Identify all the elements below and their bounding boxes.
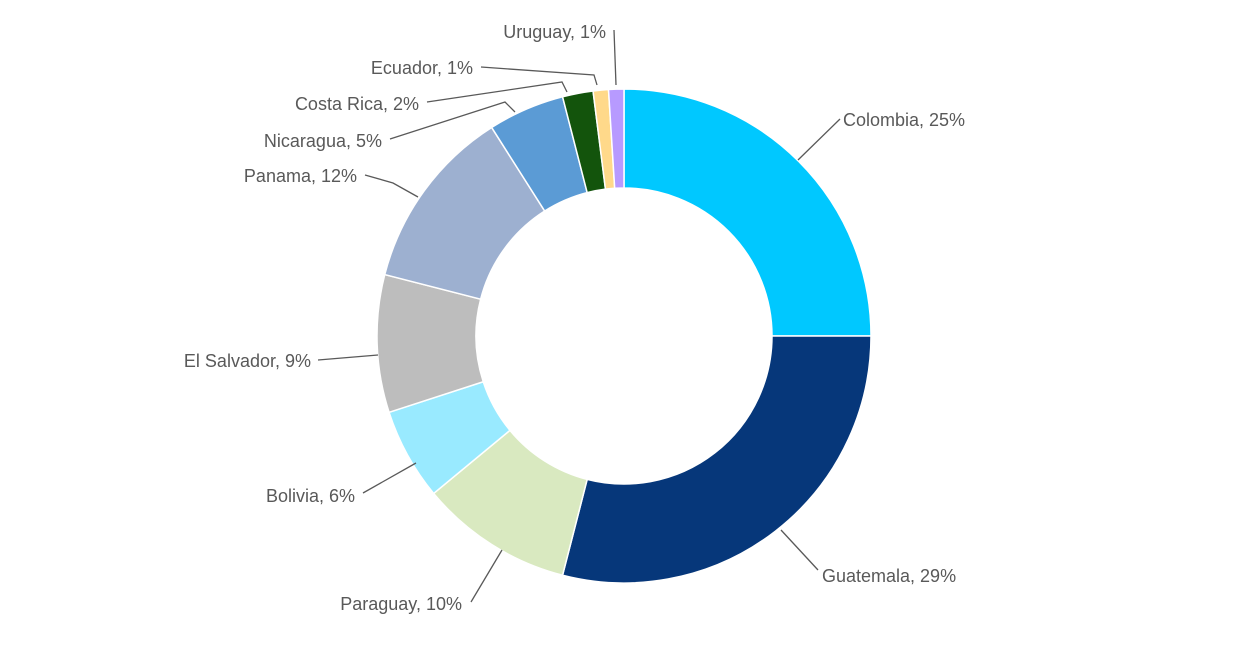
leader-line-costa-rica <box>426 81 568 103</box>
data-label-nicaragua: Nicaragua, 5% <box>264 131 382 151</box>
slice-uruguay <box>607 88 625 190</box>
leader-lines-group <box>317 29 841 603</box>
data-label-ecuador: Ecuador, 1% <box>371 58 473 78</box>
data-label-uruguay: Uruguay, 1% <box>503 22 606 42</box>
slices-group <box>376 88 872 584</box>
leader-line-colombia <box>797 118 841 161</box>
slice-guatemala <box>561 335 872 584</box>
leader-line-guatemala <box>780 529 819 571</box>
leader-line-ecuador <box>480 66 598 86</box>
data-label-costa-rica: Costa Rica, 2% <box>295 94 419 114</box>
leader-line-paraguay <box>470 549 503 603</box>
data-labels-group: Colombia, 25% Guatemala, 29% Paraguay, 10%… <box>184 22 965 614</box>
data-label-bolivia: Bolivia, 6% <box>266 486 355 506</box>
leader-line-bolivia <box>362 462 417 494</box>
leader-line-nicaragua <box>389 101 516 140</box>
data-label-panama: Panama, 12% <box>244 166 357 186</box>
data-label-colombia: Colombia, 25% <box>843 110 965 130</box>
leader-line-el-salvador <box>317 354 379 361</box>
slice-colombia <box>623 88 872 337</box>
leader-line-panama <box>364 174 419 198</box>
data-label-el-salvador: El Salvador, 9% <box>184 351 311 371</box>
data-label-paraguay: Paraguay, 10% <box>340 594 462 614</box>
data-label-guatemala: Guatemala, 29% <box>822 566 956 586</box>
leader-line-uruguay <box>613 29 617 86</box>
